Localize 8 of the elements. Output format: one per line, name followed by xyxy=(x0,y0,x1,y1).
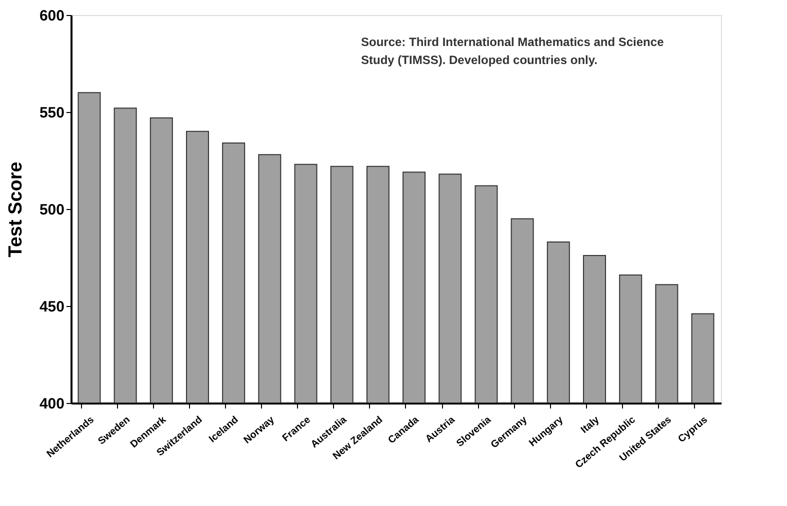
y-tick-label: 600 xyxy=(39,8,64,24)
y-tick-label: 550 xyxy=(39,104,64,122)
y-tick-label: 450 xyxy=(39,298,64,316)
y-axis-title: Test Score xyxy=(5,162,26,258)
y-tick-label: 400 xyxy=(39,396,64,412)
y-tick-label: 500 xyxy=(39,202,64,218)
annotation: Source: Third International Mathematics and Science Study (TIMSS). Developed countries only. xyxy=(361,35,664,67)
x-tick-label: Italy xyxy=(579,414,602,436)
